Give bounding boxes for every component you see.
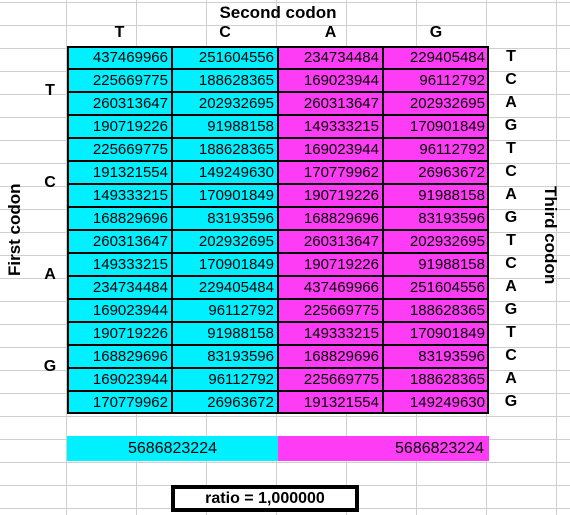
third-base-label: T — [506, 232, 516, 249]
table-cell: 26963672 — [383, 161, 489, 184]
block-border — [277, 46, 279, 414]
third-base-label: G — [504, 117, 518, 134]
table-cell: 188628365 — [383, 368, 489, 391]
table-cell: 26963672 — [172, 391, 278, 414]
table-cell: 83193596 — [172, 207, 278, 230]
third-base-label: C — [505, 163, 517, 180]
table-cell: 191321554 — [67, 161, 172, 184]
first-codon-label: First codon — [5, 183, 24, 276]
third-base-label: T — [506, 324, 516, 341]
table-cell: 225669775 — [278, 368, 383, 391]
table-cell: 149333215 — [67, 253, 172, 276]
table-cell: 91988158 — [172, 322, 278, 345]
table-cell: 170901849 — [383, 322, 489, 345]
third-base-label: T — [506, 48, 516, 65]
table-cell: 190719226 — [278, 184, 383, 207]
table-cell: 251604556 — [383, 276, 489, 299]
second-base-header-a: A — [324, 24, 337, 41]
table-cell: 149333215 — [278, 322, 383, 345]
table-cell: 169023944 — [67, 368, 172, 391]
table-cell: 225669775 — [67, 69, 172, 92]
third-base-label: A — [505, 94, 517, 111]
table-cell: 170901849 — [383, 115, 489, 138]
table-cell: 188628365 — [172, 138, 278, 161]
table-cell: 202932695 — [383, 230, 489, 253]
table-cell: 96112792 — [172, 368, 278, 391]
table-cell: 168829696 — [278, 207, 383, 230]
table-cell: 168829696 — [278, 345, 383, 368]
table-cell: 437469966 — [278, 276, 383, 299]
table-cell: 83193596 — [172, 345, 278, 368]
table-cell: 234734484 — [67, 276, 172, 299]
table-cell: 170901849 — [172, 253, 278, 276]
table-cell: 83193596 — [383, 345, 489, 368]
table-cell: 225669775 — [67, 138, 172, 161]
table-cell: 188628365 — [383, 299, 489, 322]
table-cell: 190719226 — [67, 322, 172, 345]
second-base-header-g: G — [429, 24, 443, 41]
third-base-label: C — [505, 347, 517, 364]
table-cell: 168829696 — [67, 345, 172, 368]
table-cell: 188628365 — [172, 69, 278, 92]
table-cell: 190719226 — [278, 253, 383, 276]
codon-table: 437469966 251604556 234734484 229405484 2256… — [67, 46, 489, 414]
table-cell: 437469966 — [67, 46, 172, 69]
third-base-label: G — [504, 209, 518, 226]
table-cell: 260313647 — [67, 230, 172, 253]
third-base-label: A — [505, 186, 517, 203]
first-base-label: G — [43, 358, 57, 375]
table-cell: 260313647 — [278, 92, 383, 115]
first-base-label: C — [44, 174, 56, 191]
table-cell: 96112792 — [172, 299, 278, 322]
ratio-label: ratio = — [205, 490, 259, 507]
table-cell: 191321554 — [278, 391, 383, 414]
table-cell: 202932695 — [172, 230, 278, 253]
first-base-label: A — [44, 266, 56, 283]
table-cell: 169023944 — [278, 138, 383, 161]
table-cell: 169023944 — [67, 299, 172, 322]
table-cell: 91988158 — [383, 184, 489, 207]
table-cell: 170779962 — [67, 391, 172, 414]
ratio-value: 1,000000 — [258, 490, 325, 507]
table-cell: 229405484 — [172, 276, 278, 299]
table-cell: 149249630 — [172, 161, 278, 184]
ratio-box: ratio = 1,000000 — [171, 485, 359, 512]
table-cell: 225669775 — [278, 299, 383, 322]
table-cell: 260313647 — [67, 92, 172, 115]
table-cell: 91988158 — [383, 253, 489, 276]
total-magenta: 5686823224 — [278, 436, 489, 461]
table-cell: 190719226 — [67, 115, 172, 138]
third-base-label: A — [505, 370, 517, 387]
table-cell: 96112792 — [383, 138, 489, 161]
table-cell: 96112792 — [383, 69, 489, 92]
third-base-label: C — [505, 255, 517, 272]
third-codon-label: Third codon — [541, 186, 560, 285]
second-codon-title: Second codon — [219, 3, 337, 22]
third-base-label: T — [506, 140, 516, 157]
table-cell: 83193596 — [383, 207, 489, 230]
table-cell: 149333215 — [67, 184, 172, 207]
third-base-label: A — [505, 278, 517, 295]
table-cell: 168829696 — [67, 207, 172, 230]
table-cell: 234734484 — [278, 46, 383, 69]
table-cell: 170779962 — [278, 161, 383, 184]
table-cell: 169023944 — [278, 69, 383, 92]
table-cell: 229405484 — [383, 46, 489, 69]
first-base-label: T — [45, 82, 55, 99]
third-base-label: G — [504, 393, 518, 410]
table-cell: 260313647 — [278, 230, 383, 253]
table-cell: 251604556 — [172, 46, 278, 69]
table-cell: 149333215 — [278, 115, 383, 138]
table-cell: 202932695 — [383, 92, 489, 115]
table-cell: 202932695 — [172, 92, 278, 115]
table-cell: 91988158 — [172, 115, 278, 138]
table-cell: 170901849 — [172, 184, 278, 207]
third-base-label: C — [505, 71, 517, 88]
third-base-label: G — [504, 301, 518, 318]
table-cell: 149249630 — [383, 391, 489, 414]
second-base-header-t: T — [114, 24, 125, 41]
total-cyan: 5686823224 — [67, 436, 278, 461]
second-base-header-c: C — [219, 24, 231, 41]
